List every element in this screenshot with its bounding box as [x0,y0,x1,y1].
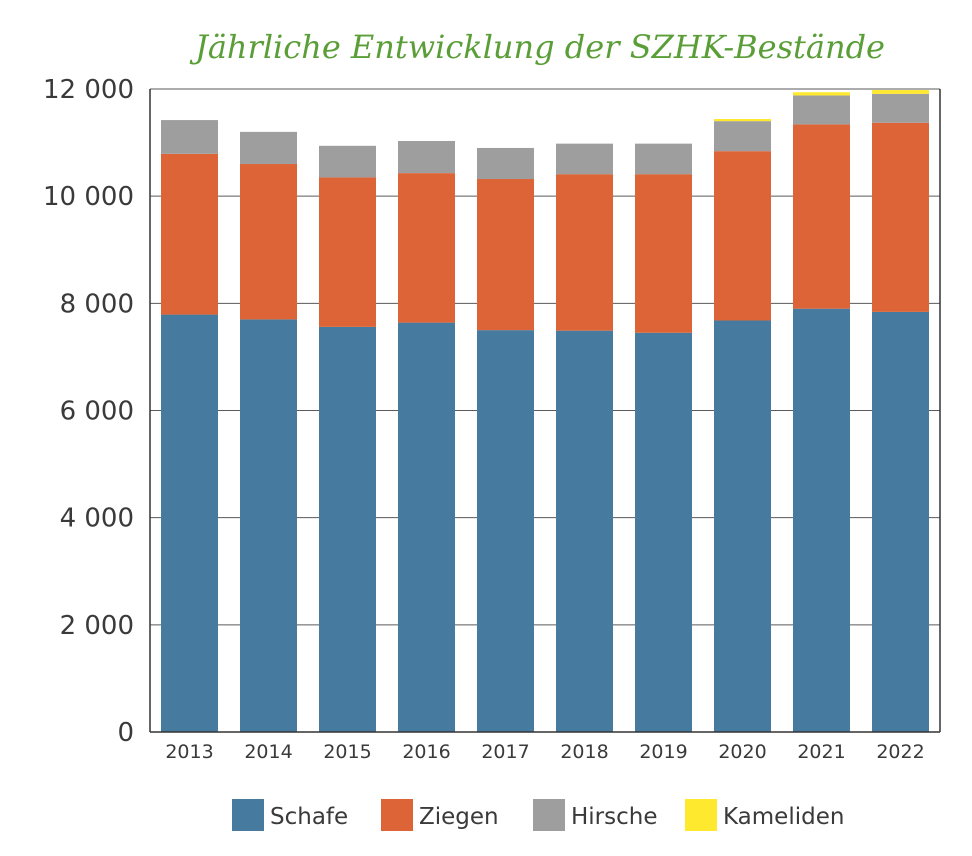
legend-swatch [685,799,717,831]
bar-ziegen-2022 [872,122,929,312]
legend-label: Kameliden [723,804,844,830]
bar-schafe-2022 [872,311,929,732]
bar-ziegen-2014 [240,164,297,320]
y-tick-label: 10 000 [43,182,134,212]
bar-ziegen-2016 [398,173,455,323]
y-tick-label: 0 [117,718,134,748]
x-tick-label: 2020 [718,741,766,763]
bar-schafe-2016 [398,322,455,732]
legend-swatch [232,799,264,831]
x-tick-label: 2019 [639,741,687,763]
bar-ziegen-2018 [556,174,613,331]
bar-schafe-2019 [635,332,692,732]
bar-schafe-2015 [319,326,376,732]
x-tick-label: 2017 [481,741,529,763]
y-tick-label: 4 000 [60,504,134,534]
legend-item-hirsche: Hirsche [533,799,658,831]
bar-ziegen-2021 [793,124,850,309]
bar-ziegen-2019 [635,174,692,333]
x-tick-label: 2021 [797,741,845,763]
legend-item-schafe: Schafe [232,799,348,831]
bar-hirsche-2019 [635,143,692,175]
bar-ziegen-2015 [319,177,376,327]
bars [161,90,929,732]
bar-schafe-2021 [793,308,850,732]
bar-schafe-2014 [240,319,297,732]
bar-hirsche-2015 [319,145,376,178]
bar-schafe-2018 [556,330,613,732]
legend-item-kameliden: Kameliden [685,799,844,831]
y-tick-label: 8 000 [60,289,134,319]
x-tick-label: 2018 [560,741,608,763]
bar-hirsche-2018 [556,143,613,175]
legend-item-ziegen: Ziegen [381,799,499,831]
bar-hirsche-2022 [872,93,929,123]
legend-swatch [533,799,565,831]
bar-ziegen-2017 [477,179,534,331]
bar-hirsche-2017 [477,147,534,180]
legend-label: Hirsche [571,804,658,830]
bar-schafe-2017 [477,330,534,732]
y-tick-label: 6 000 [60,397,134,427]
bar-kameliden-2022 [872,90,929,94]
x-axis-ticks: 2013 2014 2015 2016 2017 2018 2019 2020 2021 2022 [165,741,924,763]
y-tick-label: 12 000 [43,75,134,105]
bar-kameliden-2021 [793,92,850,96]
legend-swatch [381,799,413,831]
bar-ziegen-2013 [161,153,218,315]
bar-hirsche-2016 [398,140,455,174]
bar-schafe-2013 [161,314,218,732]
axes [149,89,941,733]
x-tick-label: 2013 [165,741,213,763]
bar-hirsche-2014 [240,131,297,165]
y-axis-ticks: 0 2 000 4 000 6 000 8 000 10 000 12 000 [43,75,134,748]
legend: Schafe Ziegen Hirsche Kameliden [232,799,844,831]
bar-schafe-2020 [714,320,771,732]
bar-hirsche-2021 [793,95,850,125]
chart-title: Jährliche Entwicklung der SZHK-Bestände [189,28,885,66]
y-tick-label: 2 000 [60,611,134,641]
bar-hirsche-2013 [161,120,218,154]
x-tick-label: 2015 [323,741,371,763]
bar-ziegen-2020 [714,151,771,321]
x-tick-label: 2016 [402,741,450,763]
legend-label: Ziegen [419,804,499,830]
x-tick-label: 2022 [876,741,924,763]
legend-label: Schafe [270,804,348,830]
bar-hirsche-2020 [714,121,771,152]
x-tick-label: 2014 [244,741,292,763]
bar-kameliden-2020 [714,119,771,122]
